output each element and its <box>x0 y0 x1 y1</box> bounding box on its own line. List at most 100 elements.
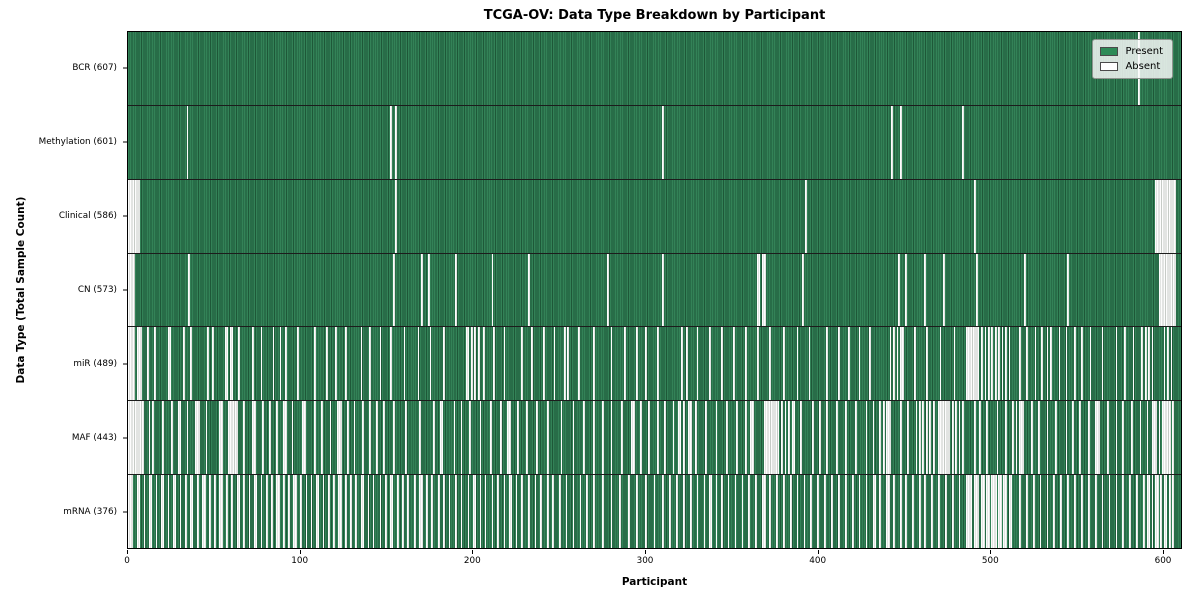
absent-stripe <box>376 401 378 475</box>
absent-stripe <box>369 327 371 401</box>
absent-stripe <box>279 327 282 401</box>
absent-stripe <box>905 475 907 549</box>
absent-stripe <box>539 475 542 549</box>
absent-stripe <box>1151 475 1154 549</box>
absent-stripe <box>405 401 408 475</box>
absent-stripe <box>817 475 820 549</box>
absent-stripe <box>974 179 976 253</box>
absent-stripe <box>293 475 297 549</box>
absent-stripe <box>991 475 997 549</box>
row-band-Clinical <box>128 179 1181 254</box>
absent-stripe <box>703 475 706 549</box>
absent-stripe <box>162 401 165 475</box>
absent-stripe <box>338 475 342 549</box>
absent-stripe <box>782 327 785 401</box>
absent-stripe <box>389 327 392 401</box>
absent-stripe <box>582 401 585 475</box>
absent-stripe <box>931 475 933 549</box>
absent-stripe <box>925 327 928 401</box>
absent-stripe <box>407 475 409 549</box>
absent-stripe <box>260 475 263 549</box>
absent-stripe <box>419 475 423 549</box>
absent-stripe <box>1148 327 1150 401</box>
absent-stripe <box>932 401 935 475</box>
absent-stripe <box>812 401 814 475</box>
absent-stripe <box>417 327 420 401</box>
absent-stripe <box>167 327 172 401</box>
absent-stripe <box>314 327 316 401</box>
absent-stripe <box>305 475 308 549</box>
absent-stripe <box>148 475 153 549</box>
absent-stripe <box>865 401 868 475</box>
absent-stripe <box>272 327 275 401</box>
absent-stripe <box>1101 475 1104 549</box>
absent-stripe <box>886 475 890 549</box>
absent-stripe <box>360 475 365 549</box>
absent-stripe <box>913 327 916 401</box>
absent-stripe <box>152 401 154 475</box>
absent-stripe <box>1005 401 1007 475</box>
absent-stripe <box>1122 475 1125 549</box>
absent-stripe <box>858 327 861 401</box>
absent-stripe <box>558 475 561 549</box>
legend: Present Absent <box>1092 39 1173 79</box>
absent-stripe <box>858 475 861 549</box>
absent-stripe <box>1094 401 1100 475</box>
absent-stripe <box>715 401 718 475</box>
absent-stripe <box>226 475 228 549</box>
absent-stripe <box>682 475 685 549</box>
absent-stripe <box>1074 327 1076 401</box>
absent-stripe <box>155 475 158 549</box>
absent-stripe <box>128 179 141 253</box>
absent-stripe <box>369 401 371 475</box>
absent-stripe <box>231 475 234 549</box>
absent-stripe <box>801 253 804 327</box>
absent-stripe <box>607 253 609 327</box>
absent-stripe <box>355 475 358 549</box>
absent-stripe <box>143 475 146 549</box>
absent-stripe <box>214 475 216 549</box>
absent-stripe <box>236 475 240 549</box>
absent-stripe <box>265 475 268 549</box>
absent-stripe <box>1163 475 1168 549</box>
absent-stripe <box>1081 475 1083 549</box>
row-band-BCR <box>128 32 1181 106</box>
absent-stripe <box>433 401 435 475</box>
absent-stripe <box>469 401 471 475</box>
absent-stripe <box>994 327 997 401</box>
absent-stripe <box>1072 401 1075 475</box>
absent-stripe <box>965 327 980 401</box>
absent-stripe <box>819 401 821 475</box>
absent-stripe <box>1158 401 1161 475</box>
absent-stripe <box>695 401 697 475</box>
absent-stripe <box>708 327 711 401</box>
absent-stripe <box>184 475 187 549</box>
absent-stripe <box>1001 327 1004 401</box>
absent-stripe <box>283 475 285 549</box>
absent-stripe <box>553 327 556 401</box>
absent-stripe <box>601 401 604 475</box>
absent-stripe <box>951 401 954 475</box>
absent-stripe <box>1163 327 1166 401</box>
absent-stripe <box>610 401 613 475</box>
absent-stripe <box>276 475 280 549</box>
absent-stripe <box>657 401 659 475</box>
absent-stripe <box>848 327 851 401</box>
absent-stripe <box>893 475 895 549</box>
absent-stripe <box>283 401 287 475</box>
absent-stripe <box>393 401 396 475</box>
absent-stripe <box>243 475 246 549</box>
absent-stripe <box>1039 475 1042 549</box>
absent-stripe <box>160 475 165 549</box>
absent-stripe <box>750 401 754 475</box>
absent-stripe <box>662 475 664 549</box>
absent-stripe <box>419 401 421 475</box>
chart-title: TCGA-OV: Data Type Breakdown by Particip… <box>483 8 826 23</box>
absent-stripe <box>1122 401 1125 475</box>
absent-stripe <box>810 475 813 549</box>
absent-stripe <box>748 475 751 549</box>
absent-stripe <box>572 475 575 549</box>
absent-stripe <box>1079 401 1082 475</box>
absent-stripe <box>1131 401 1133 475</box>
absent-stripe <box>734 475 737 549</box>
